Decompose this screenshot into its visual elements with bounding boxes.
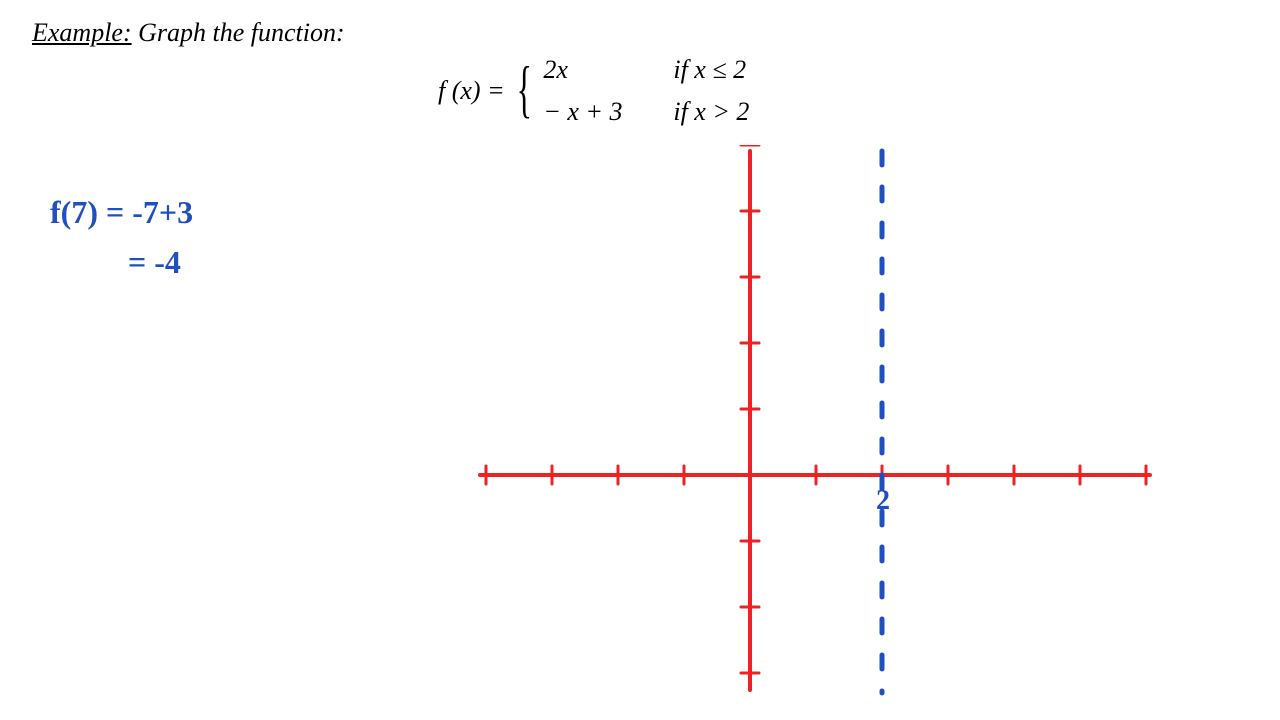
equation-pieces: 2x if x ≤ 2 − x + 3 if x > 2 [543,55,793,127]
piecewise-equation: f (x) = { 2x if x ≤ 2 − x + 3 if x > 2 [438,55,793,127]
axis-tick-label: 2 [876,485,890,516]
equation-lhs: f (x) = [438,76,505,106]
work-line-1: f(7) = -7+3 [50,190,193,235]
example-label: Example: [32,18,132,47]
piece-2: − x + 3 if x > 2 [543,97,793,127]
left-brace: { [516,57,531,121]
piece-1: 2x if x ≤ 2 [543,55,793,85]
work-line-2: = -4 [128,240,181,285]
coordinate-chart: 2 [470,145,1160,705]
example-prompt: Graph the function: [132,18,345,47]
piece1-expr: 2x [543,55,673,85]
chart-svg: 2 [470,145,1160,705]
piece2-expr: − x + 3 [543,97,673,127]
piece1-cond: if x ≤ 2 [673,55,793,85]
piece2-cond: if x > 2 [673,97,793,127]
example-header: Example: Graph the function: [32,18,345,48]
